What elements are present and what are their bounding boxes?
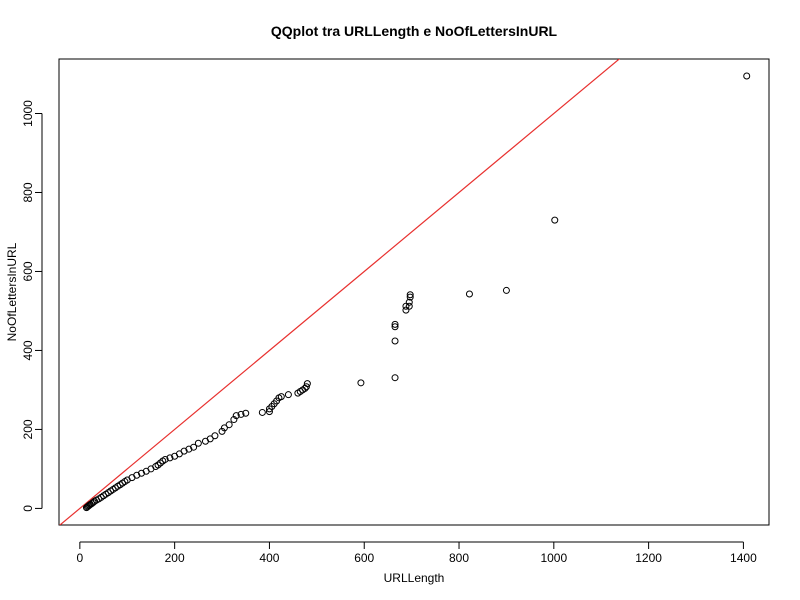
data-point — [194, 439, 202, 447]
y-tick-label: 600 — [21, 261, 35, 281]
data-point — [211, 432, 219, 440]
data-point — [465, 290, 473, 298]
chart-title: QQplot tra URLLength e NoOfLettersInURL — [271, 23, 558, 39]
x-tick-label: 800 — [449, 551, 469, 565]
x-axis: 0 200 400 600 800 1000 1200 1400 — [77, 541, 757, 565]
data-point — [232, 412, 240, 420]
x-tick-label: 600 — [354, 551, 374, 565]
data-point — [277, 393, 285, 401]
y-tick-label: 1000 — [21, 100, 35, 127]
data-point — [258, 408, 266, 416]
data-point — [391, 374, 399, 382]
x-axis-label: URLLength — [384, 571, 445, 585]
data-point — [190, 443, 198, 451]
y-tick-label: 800 — [21, 182, 35, 202]
data-point — [551, 216, 559, 224]
data-point — [405, 298, 413, 306]
plot-frame — [58, 58, 770, 526]
reference-line-group — [59, 59, 621, 525]
data-point — [406, 291, 414, 299]
data-point — [180, 447, 188, 455]
data-point — [206, 435, 214, 443]
data-point — [502, 286, 510, 294]
data-point — [406, 293, 414, 301]
data-point — [133, 471, 141, 479]
data-point — [161, 455, 169, 463]
data-point — [284, 391, 292, 399]
data-point — [391, 323, 399, 331]
reference-line — [59, 59, 621, 525]
data-point — [242, 409, 250, 417]
data-point — [743, 72, 751, 80]
data-points — [82, 72, 751, 512]
y-tick-label: 200 — [21, 419, 35, 439]
data-point — [391, 337, 399, 345]
data-point — [303, 380, 311, 388]
data-point — [166, 454, 174, 462]
x-tick-label: 200 — [165, 551, 185, 565]
x-tick-label: 1400 — [730, 551, 757, 565]
data-point — [185, 445, 193, 453]
data-point — [237, 410, 245, 418]
data-point — [137, 469, 145, 477]
data-point — [302, 383, 310, 391]
data-point — [265, 405, 273, 413]
x-tick-label: 1000 — [540, 551, 567, 565]
y-tick-label: 0 — [21, 505, 35, 512]
x-tick-label: 1200 — [635, 551, 662, 565]
y-tick-label: 400 — [21, 340, 35, 360]
data-point — [391, 320, 399, 328]
data-point — [218, 427, 226, 435]
y-axis-label: NoOfLettersInURL — [5, 242, 19, 341]
data-point — [357, 379, 365, 387]
data-point — [230, 416, 238, 424]
data-point — [220, 424, 228, 432]
data-point — [225, 421, 233, 429]
x-tick-label: 0 — [77, 551, 84, 565]
y-axis: 0 200 400 600 800 1000 — [21, 100, 43, 512]
x-tick-label: 400 — [259, 551, 279, 565]
data-point — [405, 302, 413, 310]
